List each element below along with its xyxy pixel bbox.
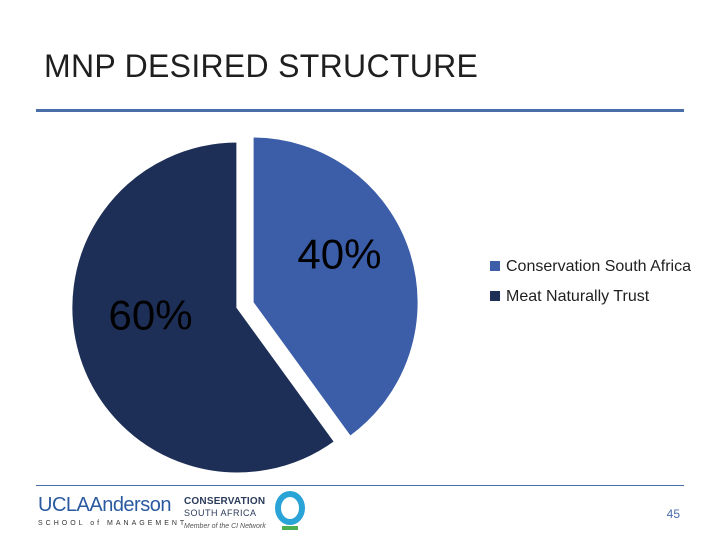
legend-label: Meat Naturally Trust	[506, 288, 650, 305]
legend-swatch	[490, 291, 500, 301]
ucla-anderson-logo: UCLAAnderson SCHOOL of MANAGEMENT	[38, 494, 188, 527]
ucla-tagline: SCHOOL of MANAGEMENT	[38, 520, 188, 527]
csa-name: CONSERVATION	[184, 496, 266, 507]
csa-subname: SOUTH AFRICA	[184, 508, 257, 518]
ucla-logo-text: UCLAAnderson	[38, 494, 171, 516]
pie-slice-1	[70, 140, 337, 475]
legend-item-meat-naturally-trust: Meat Naturally Trust	[488, 286, 698, 307]
footer-divider	[36, 485, 684, 486]
legend-item-conservation-south-africa: Conservation South Africa	[488, 256, 698, 277]
page-number: 45	[666, 507, 680, 521]
legend-label: Conservation South Africa	[506, 258, 691, 275]
csa-ring-icon	[275, 491, 305, 530]
pie-slice-0	[251, 135, 420, 439]
csa-member-text: Member of the CI Network	[184, 523, 266, 530]
legend-swatch	[490, 261, 500, 271]
title-underline	[36, 109, 684, 112]
conservation-south-africa-logo: CONSERVATION SOUTH AFRICA Member of the …	[184, 496, 276, 530]
data-label-1: 60%	[109, 292, 193, 339]
slide-title: MNP DESIRED STRUCTURE	[44, 48, 479, 84]
data-label-0: 40%	[297, 230, 381, 277]
chart-legend: Conservation South Africa Meat Naturally…	[488, 256, 698, 316]
